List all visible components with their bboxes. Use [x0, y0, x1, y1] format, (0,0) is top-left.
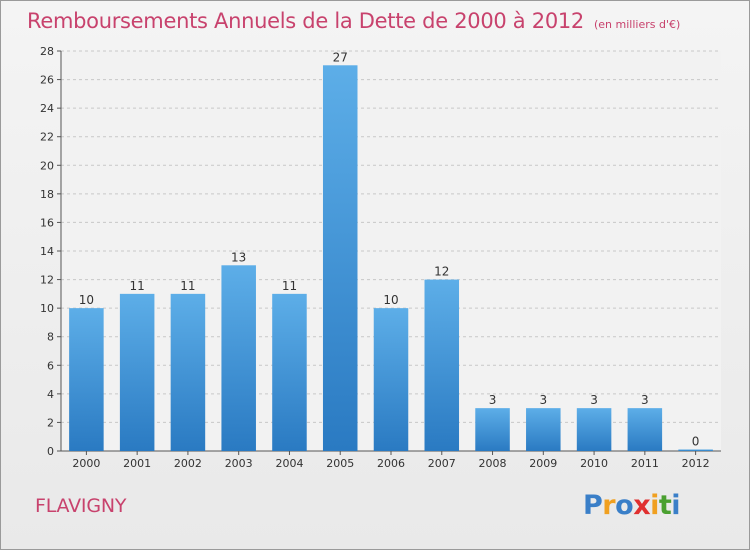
y-tick-label: 4	[47, 388, 54, 401]
y-tick-label: 26	[40, 74, 54, 87]
y-tick-label: 10	[40, 302, 54, 315]
x-tick-label: 2007	[428, 457, 456, 470]
bar-2010	[576, 408, 612, 451]
x-tick-label: 2009	[529, 457, 557, 470]
commune-name: FLAVIGNY	[35, 495, 127, 517]
y-tick-label: 8	[47, 331, 54, 344]
bar-value-label: 12	[434, 265, 449, 279]
logo-letter: i	[671, 490, 681, 521]
logo-letter: o	[615, 490, 634, 521]
bar-value-label: 0	[692, 435, 700, 449]
bar-2012	[678, 449, 713, 451]
bar-2005	[322, 65, 358, 452]
logo-letter: P	[583, 490, 603, 521]
bar-2008	[475, 408, 510, 451]
x-tick-label: 2003	[225, 457, 253, 470]
chart-unit-note: (en milliers d'€)	[594, 18, 681, 31]
chart-title: Remboursements Annuels de la Dette de 20…	[27, 9, 680, 33]
x-tick-label: 2008	[479, 457, 507, 470]
y-tick-label: 24	[40, 102, 54, 115]
x-tick-label: 2002	[174, 457, 202, 470]
x-tick-label: 2010	[580, 457, 608, 470]
bar-value-label: 10	[79, 293, 94, 307]
y-tick-label: 22	[40, 131, 54, 144]
bar-value-label: 11	[180, 279, 195, 293]
bar-2001	[119, 293, 155, 451]
bar-2002	[170, 293, 206, 451]
bar-value-label: 13	[231, 250, 246, 264]
x-tick-label: 2006	[377, 457, 405, 470]
bar-2000	[69, 308, 104, 451]
bar-value-label: 3	[539, 393, 547, 407]
bar-value-label: 27	[333, 50, 348, 64]
x-tick-label: 2005	[326, 457, 354, 470]
x-tick-label: 2001	[123, 457, 151, 470]
bar-value-label: 10	[383, 293, 398, 307]
y-tick-label: 28	[40, 45, 54, 58]
y-tick-label: 2	[47, 416, 54, 429]
bar-2009	[526, 408, 561, 451]
logo-letter: i	[650, 490, 659, 521]
bar-2004	[272, 293, 307, 451]
bar-value-label: 3	[590, 393, 598, 407]
y-tick-label: 20	[40, 159, 54, 172]
bar-value-label: 3	[489, 393, 497, 407]
logo-letter: r	[602, 490, 616, 521]
bar-2003	[221, 265, 256, 451]
y-tick-label: 18	[40, 188, 54, 201]
y-tick-label: 6	[47, 359, 54, 372]
y-tick-label: 12	[40, 274, 54, 287]
x-tick-label: 2004	[275, 457, 303, 470]
x-tick-label: 2012	[682, 457, 710, 470]
logo-letter: x	[633, 490, 651, 521]
bar-value-label: 11	[282, 279, 297, 293]
bar-2007	[424, 279, 460, 451]
x-tick-label: 2011	[631, 457, 659, 470]
chart-title-text: Remboursements Annuels de la Dette de 20…	[27, 9, 584, 33]
y-tick-label: 14	[40, 245, 54, 258]
logo-letter: t	[658, 490, 672, 521]
bar-2011	[627, 408, 663, 451]
proxiti-logo: Proxiti	[583, 490, 681, 521]
x-tick-label: 2000	[72, 457, 100, 470]
y-tick-label: 16	[40, 216, 54, 229]
y-tick-label: 0	[47, 445, 54, 458]
bar-2006	[373, 308, 409, 451]
bar-value-label: 11	[130, 279, 145, 293]
bar-value-label: 3	[641, 393, 649, 407]
